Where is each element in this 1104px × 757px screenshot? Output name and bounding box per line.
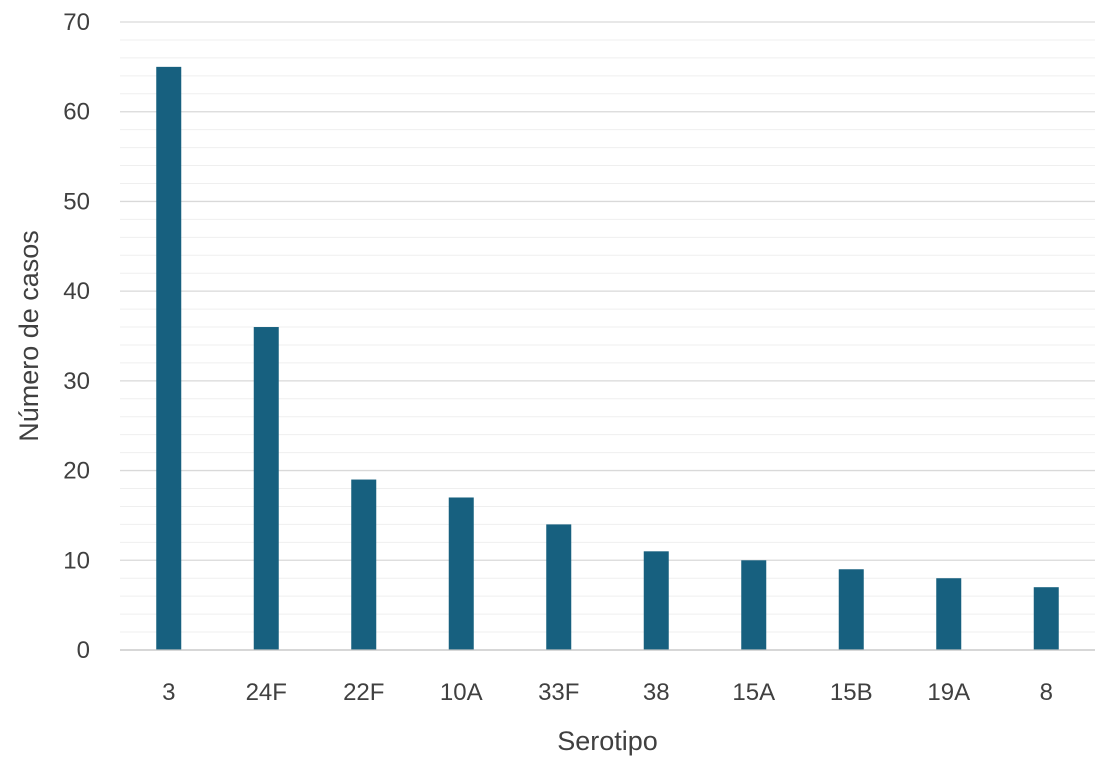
bar-3 <box>156 66 182 651</box>
y-tick-label: 10 <box>63 547 90 574</box>
bar-8 <box>1033 587 1059 650</box>
x-tick-label: 22F <box>343 679 384 706</box>
x-tick-label: 24F <box>246 679 287 706</box>
x-tick-label: 3 <box>162 679 175 706</box>
x-tick-label: 8 <box>1040 679 1053 706</box>
x-tick-label: 38 <box>643 679 670 706</box>
bars <box>156 66 1059 651</box>
x-tick-label: 15B <box>830 679 873 706</box>
y-axis-ticks: 0 10 20 30 40 50 60 70 <box>63 9 90 664</box>
y-tick-label: 50 <box>63 188 90 215</box>
x-tick-label: 19A <box>927 679 970 706</box>
y-axis-title: Número de casos <box>14 230 44 442</box>
bar-22F <box>351 479 377 650</box>
x-tick-label: 10A <box>440 679 483 706</box>
y-tick-label: 40 <box>63 278 90 305</box>
x-axis-ticks: 3 24F 22F 10A 33F 38 15A 15B 19A 8 <box>162 679 1053 706</box>
y-tick-label: 60 <box>63 99 90 126</box>
y-tick-label: 70 <box>63 9 90 36</box>
y-tick-label: 30 <box>63 368 90 395</box>
bar-10A <box>448 497 474 650</box>
bar-38 <box>643 551 669 650</box>
bar-24F <box>253 327 279 650</box>
x-tick-label: 33F <box>538 679 579 706</box>
x-axis-title: Serotipo <box>557 726 658 756</box>
bar-15A <box>741 560 767 650</box>
bar-19A <box>936 578 962 650</box>
gridlines <box>120 21 1095 633</box>
bar-33F <box>546 524 572 650</box>
y-tick-label: 20 <box>63 458 90 485</box>
bar-15B <box>838 569 864 650</box>
y-tick-label: 0 <box>77 637 90 664</box>
x-tick-label: 15A <box>732 679 775 706</box>
